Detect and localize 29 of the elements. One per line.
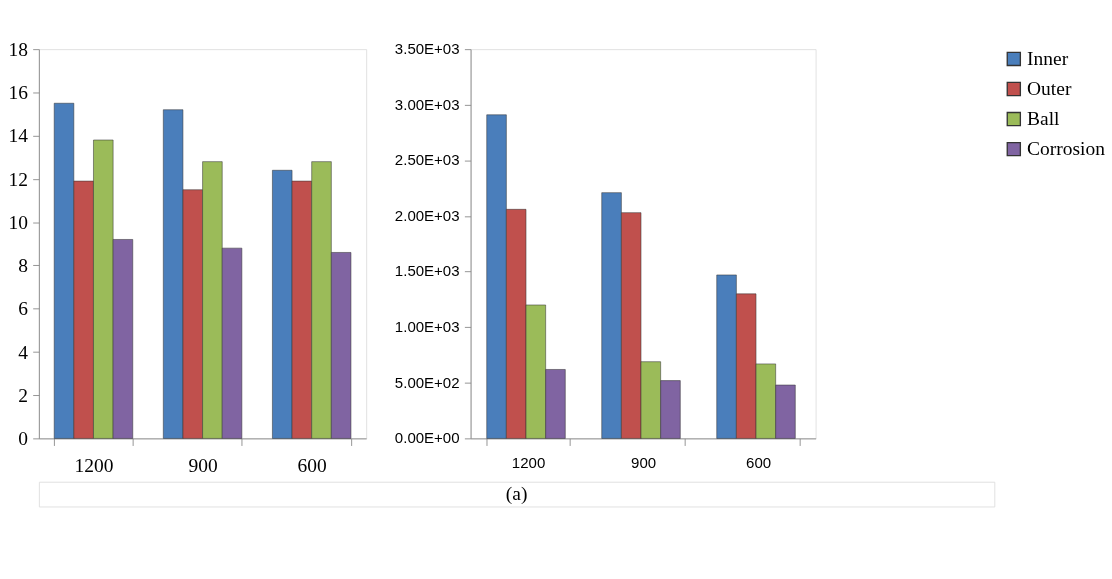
y-tick-label: 3.00E+03 bbox=[394, 95, 460, 113]
y-tick-label: 10 bbox=[8, 211, 28, 233]
y-tick-label: 14 bbox=[8, 125, 29, 147]
y-tick-label: 2.50E+03 bbox=[394, 151, 460, 169]
x-tick-label: 600 bbox=[297, 454, 327, 476]
legend-label: Ball bbox=[1027, 108, 1061, 130]
legend-label: Inner bbox=[1027, 48, 1069, 70]
y-tick-label: 18 bbox=[8, 38, 28, 60]
legend-label: Corrosion bbox=[1027, 138, 1106, 160]
x-tick-label: 900 bbox=[188, 454, 218, 476]
y-tick-label: 2 bbox=[18, 384, 28, 406]
y-tick-label: 1.50E+03 bbox=[394, 262, 460, 280]
x-tick-label: 1200 bbox=[74, 454, 114, 476]
y-tick-label: 1.00E+03 bbox=[394, 318, 460, 336]
y-tick-label: 12 bbox=[8, 168, 28, 190]
x-tick-label: 600 bbox=[746, 454, 772, 472]
legend-label: Outer bbox=[1027, 78, 1072, 100]
y-tick-label: 16 bbox=[8, 82, 29, 104]
y-tick-label: 0.00E+00 bbox=[394, 429, 460, 447]
x-tick-label: 1200 bbox=[511, 454, 546, 472]
y-tick-label: 5.00E+02 bbox=[394, 373, 460, 391]
y-tick-label: 2.00E+03 bbox=[394, 206, 460, 224]
y-tick-label: 8 bbox=[18, 255, 28, 277]
y-tick-label: 6 bbox=[18, 298, 29, 320]
x-tick-label: 900 bbox=[631, 454, 657, 472]
y-tick-label: 3.50E+03 bbox=[394, 40, 460, 58]
y-tick-label: 4 bbox=[18, 341, 29, 363]
y-tick-label: 0 bbox=[18, 428, 28, 450]
text: (a) bbox=[505, 483, 528, 506]
